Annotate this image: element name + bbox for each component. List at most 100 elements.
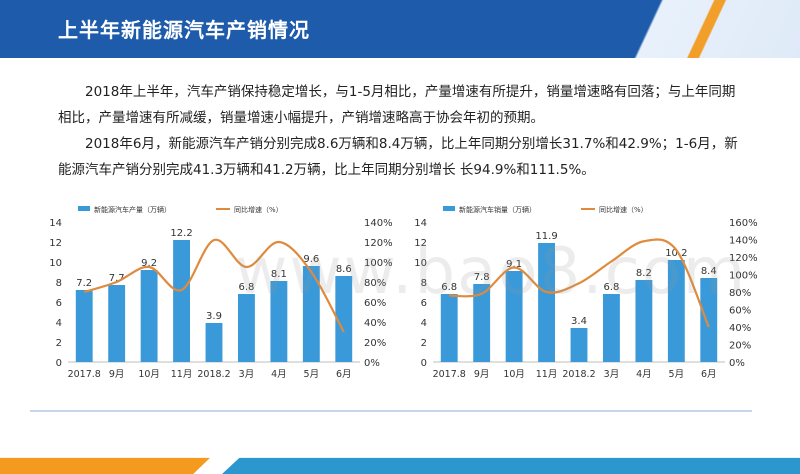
bar bbox=[603, 294, 620, 362]
y-right-tick-label: 120% bbox=[729, 253, 758, 264]
x-tick-label: 11月 bbox=[536, 369, 558, 380]
x-tick-label: 6月 bbox=[336, 369, 352, 380]
growth-rate-line bbox=[449, 238, 710, 328]
bar bbox=[173, 240, 190, 362]
y-right-tick-label: 60% bbox=[364, 298, 386, 309]
y-left-tick-label: 4 bbox=[421, 318, 427, 329]
x-tick-label: 2017.8 bbox=[433, 369, 466, 380]
bar bbox=[140, 270, 158, 362]
x-tick-label: 10月 bbox=[503, 369, 525, 380]
x-tick-label: 3月 bbox=[239, 369, 255, 380]
bar bbox=[238, 294, 255, 362]
y-right-tick-label: 120% bbox=[364, 238, 393, 249]
bar-value-label: 8.6 bbox=[336, 264, 352, 275]
y-right-tick-label: 100% bbox=[364, 258, 393, 269]
bar-value-label: 7.8 bbox=[474, 272, 490, 283]
x-tick-label: 4月 bbox=[271, 369, 287, 380]
bar-value-label: 6.8 bbox=[603, 282, 619, 293]
y-left-tick-label: 10 bbox=[49, 258, 62, 269]
bar-value-label: 11.9 bbox=[535, 231, 557, 242]
y-left-tick-label: 8 bbox=[421, 278, 427, 289]
x-tick-label: 9月 bbox=[109, 369, 125, 380]
bar-value-label: 8.2 bbox=[636, 268, 652, 279]
x-tick-label: 5月 bbox=[669, 369, 685, 380]
bar bbox=[270, 281, 288, 362]
bar-value-label: 6.8 bbox=[441, 282, 457, 293]
bar-value-label: 3.4 bbox=[571, 316, 587, 327]
y-left-tick-label: 6 bbox=[56, 298, 62, 309]
y-right-tick-label: 40% bbox=[364, 318, 386, 329]
legend-bar-label: 新能源汽车销量（万辆） bbox=[459, 205, 536, 214]
bar bbox=[302, 266, 320, 362]
bar bbox=[205, 323, 223, 362]
bar bbox=[335, 276, 353, 362]
y-left-tick-label: 12 bbox=[414, 238, 427, 249]
x-tick-label: 9月 bbox=[474, 369, 490, 380]
y-left-tick-label: 12 bbox=[49, 238, 62, 249]
header-orange-stripe bbox=[640, 0, 760, 58]
y-right-tick-label: 0% bbox=[729, 358, 745, 369]
bar-value-label: 3.9 bbox=[206, 311, 222, 322]
bar bbox=[700, 278, 718, 362]
bar-value-label: 9.1 bbox=[506, 259, 522, 270]
bar bbox=[570, 328, 588, 362]
footer-orange-band bbox=[0, 457, 210, 474]
legend-line-label: 同比增速（%） bbox=[234, 205, 283, 214]
sales-chart: 新能源汽车销量（万辆） 同比增速（%）024681012140%20%40%60%… bbox=[414, 205, 758, 380]
y-left-tick-label: 4 bbox=[56, 318, 62, 329]
bar bbox=[505, 271, 523, 362]
bar bbox=[635, 280, 653, 362]
legend-bar-swatch bbox=[443, 206, 455, 211]
y-right-tick-label: 80% bbox=[729, 288, 751, 299]
divider-line bbox=[30, 410, 752, 412]
paragraph-2: 2018年6月，新能源汽车产销分别完成8.6万辆和8.4万辆，比上年同期分别增长… bbox=[58, 136, 738, 178]
bar-value-label: 9.6 bbox=[303, 254, 319, 265]
x-tick-label: 3月 bbox=[604, 369, 620, 380]
legend-bar-swatch bbox=[78, 206, 90, 211]
x-tick-label: 2018.2 bbox=[562, 369, 595, 380]
bar-value-label: 9.2 bbox=[141, 258, 157, 269]
y-right-tick-label: 160% bbox=[729, 218, 758, 229]
y-left-tick-label: 2 bbox=[421, 338, 427, 349]
x-tick-label: 11月 bbox=[171, 369, 193, 380]
watermark-text: www.bao8.com bbox=[235, 235, 748, 309]
y-left-tick-label: 2 bbox=[56, 338, 62, 349]
y-right-tick-label: 20% bbox=[364, 338, 386, 349]
y-left-tick-label: 6 bbox=[421, 298, 427, 309]
footer-blue-band bbox=[222, 457, 800, 474]
y-left-tick-label: 10 bbox=[414, 258, 427, 269]
x-tick-label: 5月 bbox=[304, 369, 320, 380]
bar-value-label: 6.8 bbox=[238, 282, 254, 293]
x-tick-label: 4月 bbox=[636, 369, 652, 380]
x-tick-label: 2017.8 bbox=[68, 369, 101, 380]
bar-value-label: 8.1 bbox=[271, 269, 287, 280]
legend-bar-label: 新能源汽车产量（万辆） bbox=[94, 205, 171, 214]
y-left-tick-label: 0 bbox=[421, 358, 427, 369]
y-left-tick-label: 0 bbox=[56, 358, 62, 369]
page-title: 上半年新能源汽车产销情况 bbox=[58, 18, 310, 42]
x-tick-label: 2018.2 bbox=[197, 369, 230, 380]
y-right-tick-label: 60% bbox=[729, 306, 751, 317]
legend-line-label: 同比增速（%） bbox=[599, 205, 648, 214]
x-tick-label: 10月 bbox=[138, 369, 160, 380]
y-right-tick-label: 140% bbox=[364, 218, 393, 229]
y-right-tick-label: 20% bbox=[729, 341, 751, 352]
bar-value-label: 10.2 bbox=[665, 248, 687, 259]
growth-rate-line bbox=[83, 238, 345, 333]
paragraph-1: 2018年上半年，汽车产销保持稳定增长，与1-5月相比，产量增速有所提升，销量增… bbox=[58, 84, 736, 126]
bar bbox=[108, 285, 126, 362]
bar bbox=[440, 294, 458, 362]
bar-value-label: 7.2 bbox=[76, 278, 92, 289]
bar bbox=[667, 260, 685, 362]
bar bbox=[538, 243, 555, 362]
production-chart: 新能源汽车产量（万辆） 同比增速（%） 0 2 4 6 8 10 12 140% 20% 40% 60%… bbox=[49, 205, 393, 380]
y-left-tick-label: 8 bbox=[56, 278, 62, 289]
bar-value-label: 8.4 bbox=[701, 266, 717, 277]
bar bbox=[75, 290, 93, 362]
bar-value-label: 12.2 bbox=[170, 228, 192, 239]
bar-value-label: 7.7 bbox=[109, 273, 125, 284]
y-left-tick-label: 14 bbox=[414, 218, 427, 229]
y-left-tick-label: 14 bbox=[49, 218, 62, 229]
y-right-tick-label: 100% bbox=[729, 271, 758, 282]
bar bbox=[473, 284, 491, 362]
